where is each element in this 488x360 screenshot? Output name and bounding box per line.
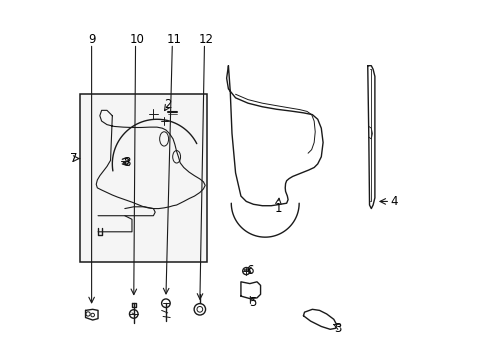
Text: 12: 12 xyxy=(198,33,213,46)
Text: 8: 8 xyxy=(122,156,130,169)
Text: 7: 7 xyxy=(70,152,77,165)
Text: 9: 9 xyxy=(88,33,95,46)
Text: 5: 5 xyxy=(248,296,256,309)
FancyBboxPatch shape xyxy=(80,94,206,262)
Text: 2: 2 xyxy=(163,99,171,112)
Text: 11: 11 xyxy=(166,33,181,46)
Text: 1: 1 xyxy=(274,202,282,215)
Text: 6: 6 xyxy=(245,264,253,276)
Text: 3: 3 xyxy=(334,322,341,335)
Text: 10: 10 xyxy=(130,33,144,46)
Text: 4: 4 xyxy=(389,195,397,208)
